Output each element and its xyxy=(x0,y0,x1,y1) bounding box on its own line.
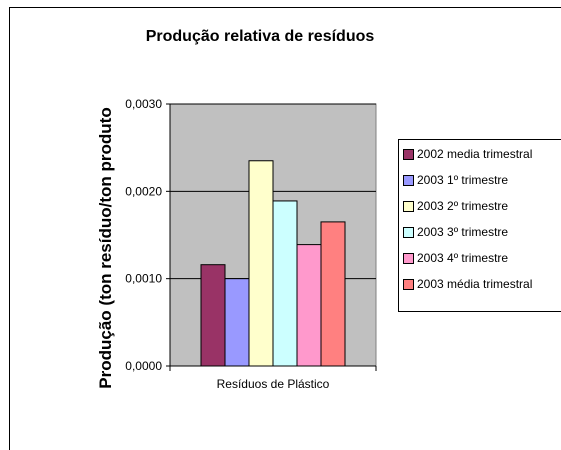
legend-swatch xyxy=(403,174,414,186)
chart-title: Produção relativa de resíduos xyxy=(145,28,375,45)
legend-swatch xyxy=(403,200,414,212)
legend-item: 2003 2º trimestre xyxy=(399,197,508,215)
legend-label: 2003 2º trimestre xyxy=(417,199,509,213)
legend-label: 2003 média trimestral xyxy=(417,277,533,291)
bar xyxy=(296,244,322,367)
legend-swatch xyxy=(403,148,414,160)
legend-item: 2003 4º trimestre xyxy=(399,249,508,267)
y-tick-label: 0,0030 xyxy=(125,97,162,111)
legend-label: 2003 3º trimestre xyxy=(417,225,509,239)
bar xyxy=(320,221,346,367)
x-axis-category-label: Resíduos de Plástico xyxy=(216,377,330,391)
legend-label: 2002 media trimestral xyxy=(417,147,533,161)
chart-frame-top-border xyxy=(9,7,561,8)
legend-label: 2003 4º trimestre xyxy=(417,251,509,265)
legend-swatch xyxy=(403,278,414,290)
y-tick-label: 0,0010 xyxy=(125,272,162,286)
y-tick-label: 0,0000 xyxy=(125,359,162,373)
legend-label: 2003 1º trimestre xyxy=(417,173,509,187)
legend-item: 2003 3º trimestre xyxy=(399,223,508,241)
bar xyxy=(272,200,298,367)
chart-legend: 2002 media trimestral 2003 1º trimestre 20… xyxy=(398,139,561,312)
bar xyxy=(224,278,250,367)
legend-item: 2003 1º trimestre xyxy=(399,171,508,189)
bar xyxy=(200,264,226,367)
y-tick-label: 0,0020 xyxy=(125,184,162,198)
legend-swatch xyxy=(403,252,414,264)
chart-frame-left-border xyxy=(9,7,10,450)
bar xyxy=(248,160,274,367)
legend-swatch xyxy=(403,226,414,238)
legend-item: 2003 média trimestral xyxy=(399,275,532,293)
legend-item: 2002 media trimestral xyxy=(399,145,532,163)
